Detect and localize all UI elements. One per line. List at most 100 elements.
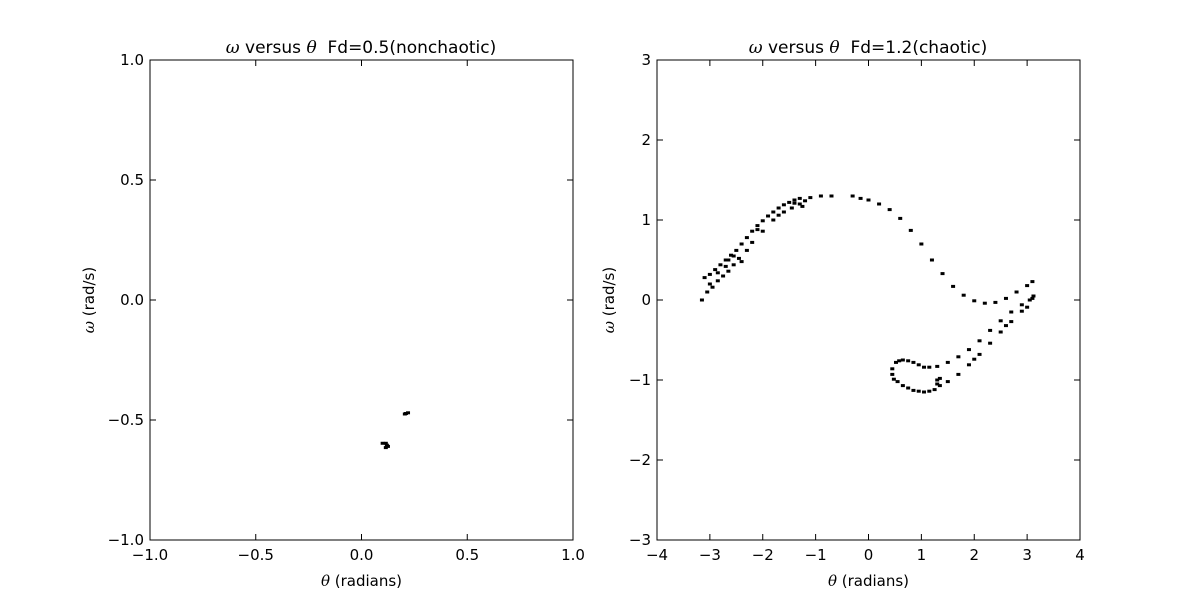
x-tick-label: −2 bbox=[752, 546, 774, 564]
title-theta-symbol: θ bbox=[829, 38, 839, 58]
data-point bbox=[797, 202, 802, 206]
data-point bbox=[1019, 303, 1024, 307]
plot-frame bbox=[149, 59, 574, 541]
data-point bbox=[951, 284, 956, 288]
ylabel-omega-symbol: ω bbox=[80, 321, 98, 333]
data-point bbox=[945, 360, 950, 364]
data-point bbox=[908, 228, 913, 232]
data-point bbox=[961, 293, 966, 297]
data-point bbox=[744, 248, 749, 252]
data-point bbox=[385, 444, 390, 448]
y-axis-label: ω (rad/s) bbox=[600, 267, 618, 333]
data-point bbox=[771, 210, 776, 214]
data-point bbox=[776, 206, 781, 210]
data-point bbox=[922, 365, 927, 369]
data-point bbox=[998, 319, 1003, 323]
x-tick-label: −1.0 bbox=[132, 546, 168, 564]
data-point bbox=[966, 363, 971, 367]
data-point bbox=[760, 219, 765, 223]
title-condition-text: Fd=1.2(chaotic) bbox=[840, 38, 988, 58]
data-point bbox=[1009, 320, 1014, 324]
data-point bbox=[929, 258, 934, 262]
data-point bbox=[402, 412, 407, 416]
title-condition-text: Fd=0.5(nonchaotic) bbox=[317, 38, 497, 58]
data-point bbox=[1030, 280, 1035, 284]
data-point bbox=[715, 271, 720, 275]
data-point bbox=[977, 339, 982, 343]
data-point bbox=[850, 194, 855, 198]
data-point bbox=[916, 363, 921, 367]
data-point bbox=[858, 196, 863, 200]
title-theta-symbol: θ bbox=[306, 38, 316, 58]
x-tick-label: 0 bbox=[864, 546, 874, 564]
data-point bbox=[906, 359, 911, 363]
data-point bbox=[1025, 305, 1030, 309]
data-point bbox=[734, 248, 739, 252]
y-tick-label: 1 bbox=[641, 211, 651, 229]
y-tick-label: 0.5 bbox=[120, 171, 144, 189]
data-point bbox=[755, 224, 760, 228]
data-point bbox=[1025, 284, 1030, 288]
data-point bbox=[956, 372, 961, 376]
data-point bbox=[1031, 294, 1036, 298]
x-axis-label: θ (radians) bbox=[828, 572, 909, 590]
data-point bbox=[927, 365, 932, 369]
x-tick-label: 3 bbox=[1022, 546, 1032, 564]
data-point bbox=[911, 388, 916, 392]
data-point bbox=[723, 264, 728, 268]
y-tick-label: 0.0 bbox=[120, 291, 144, 309]
chart-title: ω versus θ Fd=0.5(nonchaotic) bbox=[226, 38, 496, 58]
data-point bbox=[982, 301, 987, 305]
data-point bbox=[1027, 298, 1032, 302]
data-point bbox=[916, 389, 921, 393]
data-point bbox=[935, 382, 940, 386]
data-point bbox=[897, 359, 902, 363]
data-point bbox=[755, 228, 760, 232]
data-point bbox=[956, 355, 961, 359]
data-point bbox=[935, 378, 940, 382]
data-point bbox=[781, 203, 786, 207]
data-point bbox=[900, 358, 905, 362]
data-point bbox=[792, 201, 797, 205]
x-tick-label: 1.0 bbox=[561, 546, 585, 564]
data-point bbox=[776, 213, 781, 217]
data-point bbox=[699, 298, 704, 302]
data-point bbox=[718, 263, 723, 267]
y-tick-label: 0 bbox=[641, 291, 651, 309]
data-point bbox=[911, 360, 916, 364]
xlabel-unit-text: (radians) bbox=[330, 572, 402, 590]
title-versus-text: versus bbox=[763, 38, 830, 58]
data-point bbox=[877, 202, 882, 206]
y-tick-label: −1.0 bbox=[108, 531, 144, 549]
data-point bbox=[808, 196, 813, 200]
data-point bbox=[972, 357, 977, 361]
chart-nonchaotic: ω versus θ Fd=0.5(nonchaotic) −1.0 −0.5 0.… bbox=[80, 38, 585, 590]
data-point bbox=[739, 242, 744, 246]
data-point bbox=[993, 300, 998, 304]
data-point bbox=[797, 196, 802, 200]
data-point bbox=[789, 206, 794, 210]
data-point bbox=[792, 198, 797, 202]
data-point bbox=[927, 389, 932, 393]
data-point bbox=[744, 236, 749, 240]
tick-labels: −1.0 −0.5 0.0 0.5 1.0 −1.0 −0.5 0.0 0.5 1.0 bbox=[108, 51, 585, 564]
data-point bbox=[702, 276, 707, 280]
data-point bbox=[383, 446, 388, 450]
data-point bbox=[818, 194, 823, 198]
x-tick-label: 0.0 bbox=[350, 546, 374, 564]
data-point bbox=[1003, 324, 1008, 328]
data-point bbox=[906, 386, 911, 390]
data-point bbox=[972, 299, 977, 303]
data-point bbox=[829, 194, 834, 198]
data-point bbox=[707, 272, 712, 276]
data-point bbox=[787, 200, 792, 204]
data-point bbox=[1003, 296, 1008, 300]
ylabel-omega-symbol: ω bbox=[600, 321, 618, 333]
y-axis-label: ω (rad/s) bbox=[80, 267, 98, 333]
x-tick-label: 2 bbox=[969, 546, 979, 564]
chart-title: ω versus θ Fd=1.2(chaotic) bbox=[749, 38, 988, 58]
data-point bbox=[750, 229, 755, 233]
data-point bbox=[803, 199, 808, 203]
data-point bbox=[1019, 309, 1024, 313]
